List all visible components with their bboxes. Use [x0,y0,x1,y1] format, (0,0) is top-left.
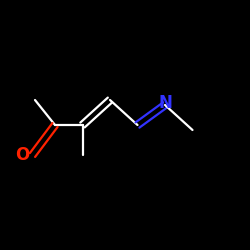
Text: O: O [16,146,30,164]
Text: N: N [158,94,172,112]
